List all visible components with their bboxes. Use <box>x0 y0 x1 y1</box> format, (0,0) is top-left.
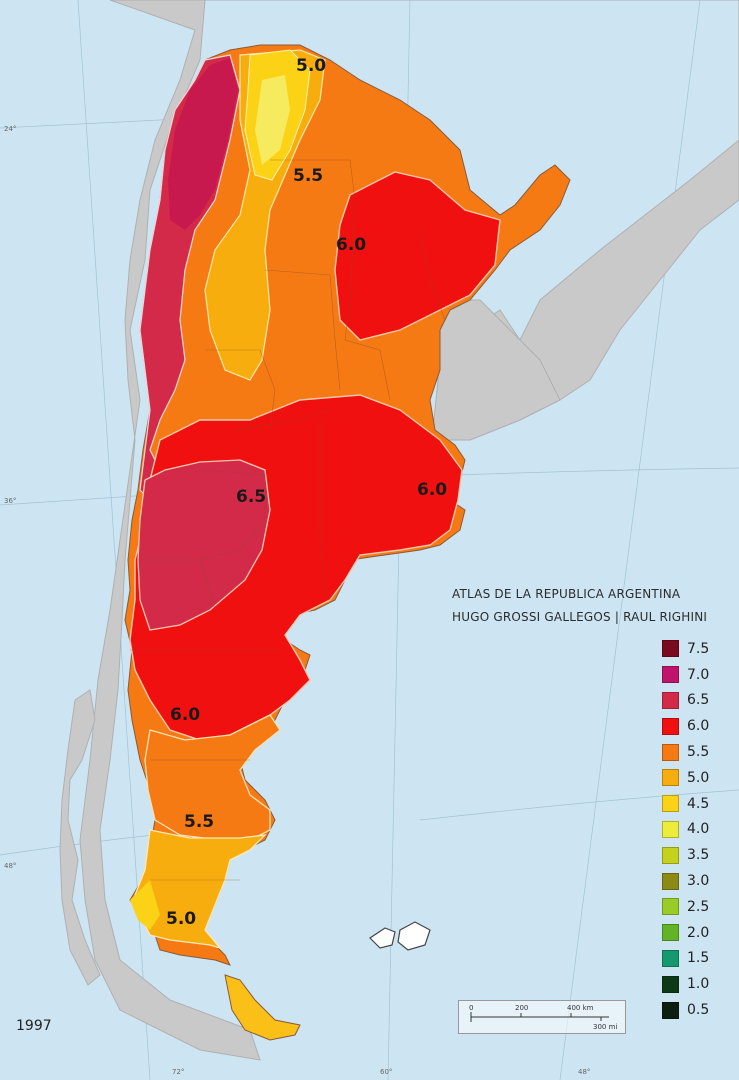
legend-swatch <box>662 743 679 761</box>
scale-300-mi: 300 mi <box>593 1023 618 1031</box>
legend-swatch <box>662 691 679 709</box>
zone-label-5-0-north: 5.0 <box>296 56 327 76</box>
lat-label-24: 24° <box>4 125 17 133</box>
legend-label: 0.5 <box>687 1002 710 1019</box>
chile-land <box>79 0 261 1061</box>
map-year: 1997 <box>16 1018 52 1034</box>
legend-swatch <box>662 769 679 787</box>
scale-zero: 0 <box>469 1004 474 1012</box>
legend-item: 1.0 <box>662 971 709 997</box>
legend-item: 5.5 <box>662 739 709 765</box>
zone-label-5-5-south: 5.5 <box>184 812 215 832</box>
zone-northwest-dark <box>168 58 238 230</box>
legend-item: 4.5 <box>662 791 709 817</box>
scale-200: 200 <box>515 1004 529 1012</box>
legend-item: 0.5 <box>662 997 709 1023</box>
legend-item: 7.0 <box>662 662 709 688</box>
zone-label-6-0-east: 6.0 <box>417 480 448 500</box>
legend-label: 3.0 <box>687 873 710 890</box>
zone-south-4-5 <box>130 880 160 930</box>
legend-item: 5.0 <box>662 765 709 791</box>
scale-bar: 0 200 400 km 300 mi <box>458 1000 626 1034</box>
lat-label-48: 48° <box>4 862 17 870</box>
malvinas-islands <box>369 921 431 951</box>
zone-label-5-5-north: 5.5 <box>293 166 324 186</box>
legend-label: 7.0 <box>687 666 710 683</box>
legend-swatch <box>662 717 679 735</box>
lat-label-36: 36° <box>4 497 17 505</box>
province-borders <box>130 159 446 881</box>
credits-authors: HUGO GROSSI GALLEGOS | RAUL RIGHINI <box>452 610 708 624</box>
legend-label: 5.0 <box>687 769 710 786</box>
zone-puna-lowest <box>255 75 290 165</box>
legend-swatch <box>662 795 679 813</box>
legend-swatch <box>662 666 679 684</box>
scale-400-km: 400 km <box>567 1004 594 1012</box>
zone-south-5-5 <box>144 714 281 841</box>
legend-label: 2.0 <box>687 924 710 941</box>
legend-label: 1.5 <box>687 950 710 967</box>
credits-title: ATLAS DE LA REPUBLICA ARGENTINA <box>452 587 681 601</box>
legend-item: 7.5 <box>662 636 709 662</box>
legend-label: 6.0 <box>687 718 710 735</box>
legend-item: 2.5 <box>662 894 709 920</box>
legend-swatch <box>662 975 679 993</box>
legend-item: 6.5 <box>662 688 709 714</box>
zone-label-5-0-south: 5.0 <box>166 909 197 929</box>
zone-chaco-6 <box>334 171 501 341</box>
legend-label: 5.5 <box>687 744 710 761</box>
zone-label-6-0-south: 6.0 <box>170 705 201 725</box>
uruguay <box>431 299 561 441</box>
legend-item: 3.5 <box>662 842 709 868</box>
legend-swatch <box>662 820 679 838</box>
lon-label-60: 60° <box>380 1068 393 1076</box>
legend-label: 2.5 <box>687 898 710 915</box>
legend-label: 6.5 <box>687 692 710 709</box>
tierra-del-fuego <box>224 974 301 1041</box>
legend-item: 2.0 <box>662 920 709 946</box>
lon-label-48: 48° <box>578 1068 591 1076</box>
legend-item: 4.0 <box>662 817 709 843</box>
chile-coast-islands <box>59 689 101 986</box>
legend-label: 7.5 <box>687 640 710 657</box>
legend-label: 3.5 <box>687 847 710 864</box>
legend-swatch <box>662 640 679 658</box>
legend-swatch <box>662 846 679 864</box>
legend-label: 4.0 <box>687 821 710 838</box>
legend-swatch <box>662 924 679 942</box>
legend-label: 1.0 <box>687 976 710 993</box>
lon-label-72: 72° <box>172 1068 185 1076</box>
legend-swatch <box>662 949 679 967</box>
zone-west-central-6-5 <box>137 459 271 631</box>
map-credits: ATLAS DE LA REPUBLICA ARGENTINA HUGO GRO… <box>452 583 732 629</box>
legend-swatch <box>662 898 679 916</box>
zone-label-6-5-west: 6.5 <box>236 487 267 507</box>
legend-item: 1.5 <box>662 946 709 972</box>
legend-item: 6.0 <box>662 713 709 739</box>
map-legend: 7.5 7.0 6.5 6.0 5.5 5.0 4.5 4.0 3.5 3.0 2.5 2.0 1.5 1… <box>662 636 709 1023</box>
legend-label: 4.5 <box>687 795 710 812</box>
legend-item: 3.0 <box>662 868 709 894</box>
legend-swatch <box>662 1001 679 1019</box>
legend-swatch <box>662 872 679 890</box>
zone-label-6-0-chaco: 6.0 <box>336 235 367 255</box>
